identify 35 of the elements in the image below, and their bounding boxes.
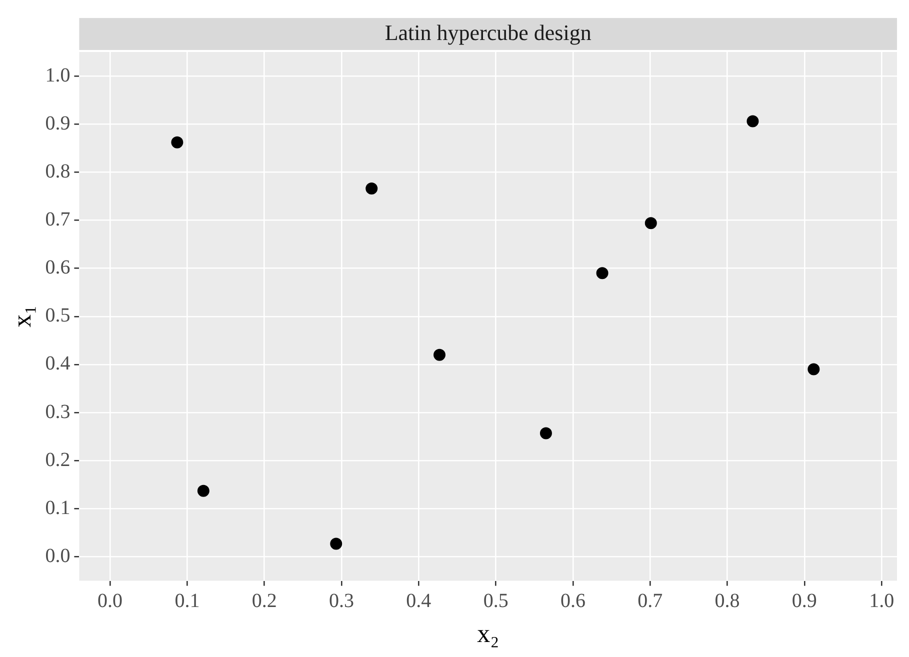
y-tick-label: 0.8 [45, 160, 70, 182]
y-axis-title: x₁ [7, 305, 36, 328]
y-tick-label: 0.7 [45, 208, 70, 231]
point [330, 538, 342, 550]
point [433, 348, 446, 361]
x-axis-title: x₂ [477, 619, 500, 648]
x-tick-label: 0.8 [714, 590, 740, 612]
point [596, 267, 608, 280]
y-tick-label: 0.6 [45, 256, 70, 279]
x-tick-label: 0.2 [252, 590, 277, 612]
point [171, 136, 184, 148]
x-tick-label: 0.6 [560, 590, 586, 612]
chart-title: Latin hypercube design [384, 20, 592, 45]
point [366, 182, 378, 195]
x-tick-label: 1.0 [869, 590, 894, 612]
y-tick-label: 0.4 [45, 352, 70, 375]
point [644, 217, 657, 230]
x-tick-label: 0.3 [329, 590, 354, 612]
y-tick-label: 0.1 [45, 496, 70, 519]
y-tick-label: 0.9 [45, 112, 70, 134]
y-tick-label: 0.3 [45, 400, 70, 423]
x-tick-label: 0.5 [483, 590, 508, 612]
y-tick-label: 0.0 [45, 545, 70, 568]
point [197, 484, 210, 497]
y-tick-label: 0.2 [45, 448, 70, 471]
x-tick-label: 0.0 [98, 590, 123, 612]
point [808, 363, 820, 376]
point [540, 427, 552, 440]
y-tick-label: 1.0 [45, 64, 70, 86]
y-tick-label: 0.5 [45, 304, 70, 327]
x-tick-label: 0.7 [638, 590, 663, 612]
x-tick-label: 0.1 [174, 590, 200, 612]
x-tick-label: 0.9 [792, 590, 817, 612]
x-tick-label: 0.4 [406, 590, 432, 612]
point [746, 115, 759, 128]
